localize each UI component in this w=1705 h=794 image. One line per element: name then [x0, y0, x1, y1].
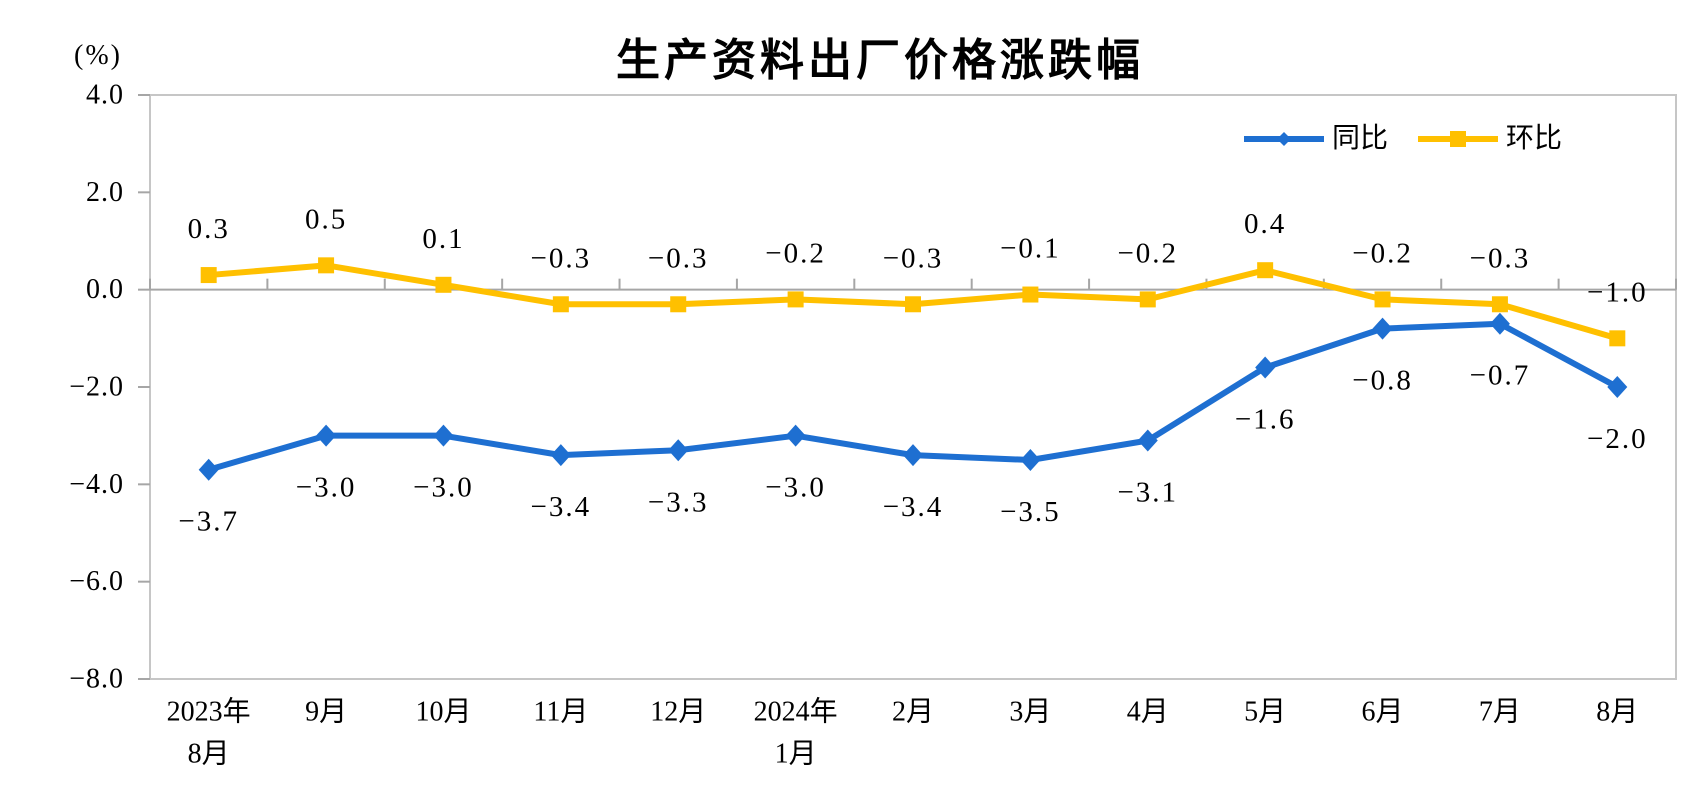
marker-yoy-1: [316, 424, 337, 447]
marker-yoy-12: [1607, 376, 1628, 398]
data-label-yoy-2: −3.0: [413, 472, 474, 504]
marker-mom-10: [1374, 291, 1391, 308]
marker-mom-5: [787, 291, 804, 308]
plot-border: [149, 94, 1677, 680]
marker-yoy-10: [1372, 317, 1393, 340]
legend-item-yoy: 同比: [1242, 122, 1388, 156]
data-label-yoy-7: −3.5: [1000, 496, 1061, 528]
y-axis-tick-label: 0.0: [86, 274, 124, 305]
x-axis-category-label: 1月: [775, 739, 817, 770]
marker-yoy-11: [1489, 312, 1510, 335]
x-axis-category-label: 9月: [305, 697, 347, 728]
data-label-yoy-12: −2.0: [1587, 423, 1648, 455]
marker-mom-6: [905, 296, 921, 313]
data-label-yoy-5: −3.0: [765, 472, 826, 504]
chart-title: 生产资料出厂价格涨跌幅: [616, 36, 1144, 85]
y-axis-tick-label: −2.0: [69, 372, 124, 403]
marker-mom-3: [552, 296, 569, 313]
data-label-yoy-11: −0.7: [1470, 360, 1531, 392]
marker-mom-7: [1022, 286, 1039, 303]
marker-yoy-2: [433, 424, 454, 447]
y-axis-unit-label: (%): [74, 40, 122, 71]
marker-mom-9: [1257, 262, 1274, 279]
marker-yoy-6: [903, 444, 923, 467]
x-axis-category-label: 10月: [415, 697, 471, 728]
data-label-mom-6: −0.3: [883, 242, 944, 274]
data-label-yoy-4: −3.3: [648, 486, 709, 518]
data-label-yoy-8: −3.1: [1117, 477, 1178, 509]
marker-mom-2: [435, 276, 452, 293]
data-label-mom-0: 0.3: [188, 213, 230, 245]
data-label-mom-1: 0.5: [305, 203, 347, 235]
mom-line-square-swatch-icon: [1418, 131, 1499, 147]
marker-yoy-7: [1020, 449, 1041, 471]
x-axis-category-label: 6月: [1362, 697, 1404, 728]
marker-mom-4: [670, 296, 687, 313]
x-axis-category-label: 8月: [188, 739, 230, 770]
marker-mom-1: [318, 257, 335, 274]
legend: 同比 环比: [1242, 122, 1562, 156]
marker-yoy-0: [198, 458, 219, 481]
data-label-mom-4: −0.3: [648, 242, 709, 274]
y-axis-tick-label: −6.0: [69, 566, 124, 597]
marker-yoy-3: [550, 444, 571, 467]
marker-mom-0: [200, 267, 217, 284]
data-label-yoy-0: −3.7: [178, 506, 239, 538]
data-label-mom-11: −0.3: [1470, 242, 1531, 274]
x-axis-category-label: 2月: [892, 697, 934, 728]
marker-yoy-9: [1255, 356, 1276, 379]
data-label-yoy-3: −3.4: [531, 491, 592, 523]
data-label-yoy-9: −1.6: [1235, 404, 1296, 436]
marker-yoy-8: [1137, 429, 1158, 452]
x-axis-category-label: 3月: [1009, 697, 1051, 728]
data-label-mom-10: −0.2: [1352, 237, 1413, 269]
marker-mom-12: [1609, 330, 1626, 347]
data-label-yoy-10: −0.8: [1352, 365, 1413, 397]
x-axis-category-label: 2024年: [754, 696, 838, 728]
data-label-mom-7: −0.1: [1000, 233, 1061, 265]
yoy-line-diamond-swatch-icon: [1244, 132, 1324, 146]
legend-label-mom: 环比: [1506, 123, 1563, 154]
y-axis-tick-label: −8.0: [69, 664, 124, 695]
data-label-mom-8: −0.2: [1117, 237, 1178, 269]
x-axis-category-label: 5月: [1244, 697, 1286, 728]
x-axis-category-label: 2023年: [167, 696, 251, 728]
y-axis-tick-label: 4.0: [86, 80, 124, 111]
x-axis-category-label: 8月: [1596, 697, 1638, 728]
data-label-mom-5: −0.2: [765, 237, 826, 269]
y-axis-tick-label: −4.0: [69, 469, 124, 500]
y-axis-tick-label: 2.0: [86, 177, 124, 208]
x-axis-category-label: 12月: [650, 697, 706, 728]
data-label-mom-12: −1.0: [1587, 276, 1648, 308]
x-axis-category-label: 11月: [533, 697, 588, 728]
marker-mom-8: [1139, 291, 1156, 308]
data-label-mom-9: 0.4: [1244, 208, 1286, 240]
marker-mom-11: [1491, 296, 1508, 313]
data-label-mom-3: −0.3: [531, 242, 592, 274]
x-axis-category-label: 7月: [1479, 697, 1521, 728]
data-label-yoy-1: −3.0: [296, 472, 357, 504]
marker-yoy-5: [785, 424, 806, 447]
data-label-yoy-6: −3.4: [883, 491, 944, 523]
marker-yoy-4: [668, 439, 689, 462]
legend-label-yoy: 同比: [1332, 123, 1389, 154]
x-axis-category-label: 4月: [1127, 697, 1169, 728]
legend-item-mom: 环比: [1416, 122, 1562, 156]
data-label-mom-2: 0.1: [422, 223, 464, 255]
